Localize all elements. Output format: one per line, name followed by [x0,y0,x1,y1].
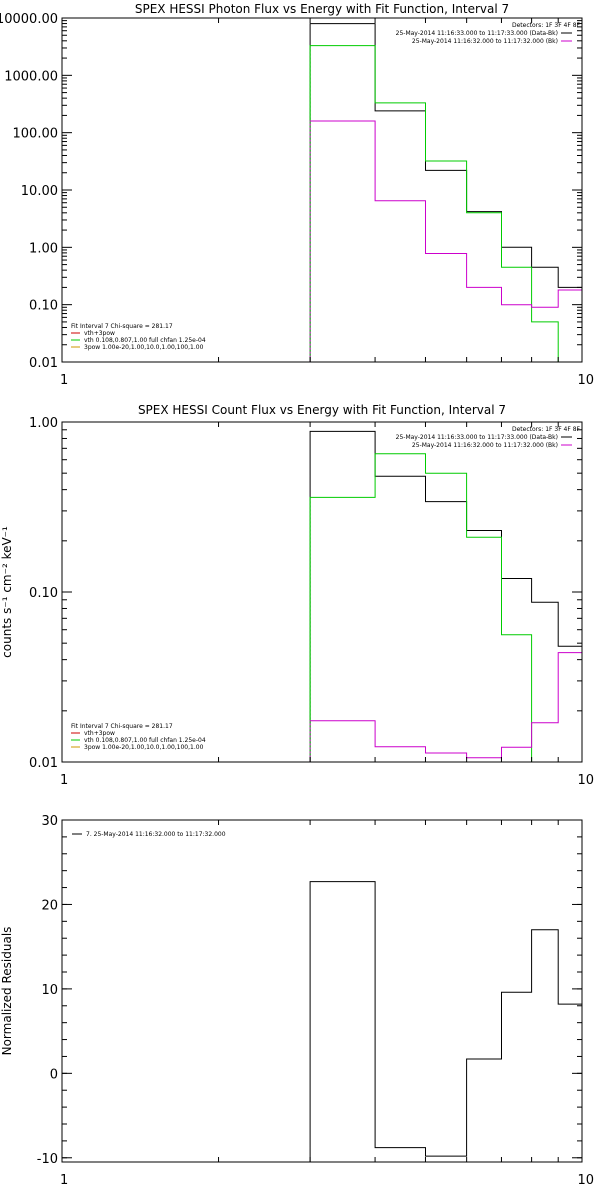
series-model [309,453,582,762]
fit-legend-label: 3pow 1.00e-20,1.00,10.0,1.00,100,1.00 [84,744,204,751]
legend-entry-label: 25-May-2014 11:16:32.000 to 11:17:32.000… [412,442,558,449]
plot-frame [61,421,583,763]
y-tick-label: -10 [37,1152,58,1167]
fit-legend-label: vth+3pow [84,330,115,337]
chart-panel-1: SPEX HESSI Photon Flux vs Energy with Fi… [0,2,594,388]
y-tick-label: 0.01 [29,356,58,371]
x-tick-label: 1 [60,773,68,788]
series-data-bk [309,430,582,762]
y-tick-label: 20 [41,898,58,913]
x-tick-label: 10 [577,373,594,388]
fit-legend-label: 3pow 1.00e-20,1.00,10.0,1.00,100,1.00 [84,344,204,351]
y-tick-label: 0.10 [29,299,58,314]
x-tick-label: 1 [60,373,68,388]
chart-title: SPEX HESSI Photon Flux vs Energy with Fi… [135,2,509,16]
plot-frame [61,17,583,363]
y-tick-label: 100.00 [13,127,59,142]
x-tick-label: 1 [60,1173,68,1188]
series-group [309,23,582,362]
residual-legend-label: 7. 25-May-2014 11:16:32.000 to 11:17:32.… [86,831,226,838]
y-tick-label: 0.01 [29,756,58,771]
series-group [309,881,582,1162]
y-tick-label: 1000.00 [4,69,58,84]
y-axis-label: Normalized Residuals [0,927,14,1056]
y-tick-label: 0 [50,1067,58,1082]
legend-header: Detectors: 1F 3F 4F 8F [512,22,581,29]
fit-legend-header: Fit Interval 7 Chi-square = 281.17 [71,323,173,330]
chart-title: SPEX HESSI Count Flux vs Energy with Fit… [138,403,506,417]
series-7-25-may-2014-11-16-32-000-to-11-17-32-000 [309,881,582,1162]
x-tick-label: 10 [577,1173,594,1188]
legend-entry-label: 25-May-2014 11:16:33.000 to 11:17:33.000… [396,434,558,441]
legend-header: Detectors: 1F 3F 4F 8F [512,426,581,433]
fit-legend-label: vth+3pow [84,730,115,737]
legend-entry-label: 25-May-2014 11:16:32.000 to 11:17:32.000… [412,38,558,45]
x-tick-label: 10 [577,773,594,788]
y-tick-label: 30 [41,814,58,829]
y-tick-label: 10.00 [21,184,58,199]
fit-legend-label: vth 0.108,0.807,1.00 full chfan 1.25e-04 [84,737,206,744]
series-group [309,430,582,762]
legend-entry-label: 25-May-2014 11:16:33.000 to 11:17:33.000… [396,30,558,37]
fit-legend-header: Fit Interval 7 Chi-square = 281.17 [71,723,173,730]
fit-legend-label: vth 0.108,0.807,1.00 full chfan 1.25e-04 [84,337,206,344]
chart-panel-3: 1 10 30 20 10 0 -10 Normalized Residuals 7. 25-M… [0,814,594,1188]
y-tick-label: 1.00 [29,416,58,431]
series-bk [309,652,582,762]
plot-frame [61,819,583,1163]
y-tick-label: 0.10 [29,586,58,601]
series-data-bk [309,23,582,362]
chart-panel-2: SPEX HESSI Count Flux vs Energy with Fit… [0,403,594,788]
y-tick-label: 1.00 [29,241,58,256]
series-model [309,45,582,362]
y-axis-label: counts s⁻¹ cm⁻² keV⁻¹ [0,526,14,658]
y-tick-label: 10 [41,983,58,998]
series-bk [309,120,582,362]
y-tick-label: 10000.00 [0,12,58,27]
